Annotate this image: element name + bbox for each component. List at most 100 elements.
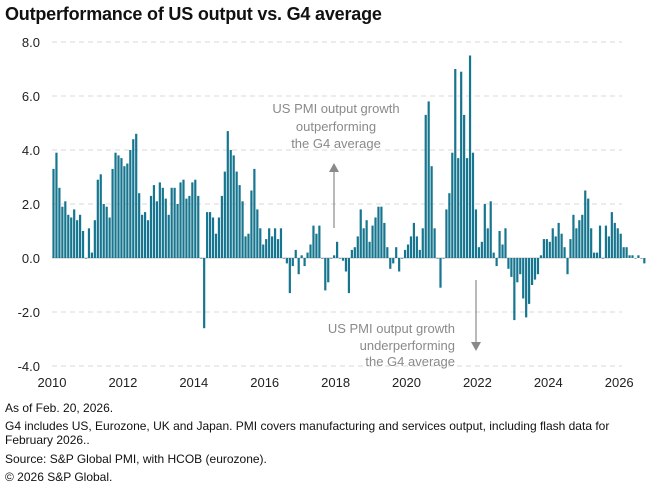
bar (161, 187, 164, 258)
bar (173, 187, 176, 258)
bar (309, 244, 312, 258)
bar (539, 255, 543, 258)
bar (383, 222, 386, 258)
bar (480, 241, 483, 258)
bar (622, 247, 625, 258)
bar (179, 182, 182, 258)
bar (625, 247, 628, 258)
y-tick-label: 4.0 (22, 143, 40, 158)
bar (276, 239, 280, 258)
bar (273, 228, 277, 258)
bar (563, 247, 566, 258)
y-tick-label: 8.0 (22, 35, 40, 50)
bar (338, 258, 342, 259)
bar (126, 163, 129, 258)
bar (90, 252, 94, 258)
bar (554, 236, 557, 258)
bar (533, 258, 537, 280)
bar (271, 236, 274, 258)
bar (52, 168, 55, 258)
bar (489, 201, 492, 258)
bar (176, 204, 179, 258)
x-tick-label: 2016 (250, 375, 279, 390)
bar (628, 255, 631, 258)
bar (58, 187, 61, 258)
bar (297, 258, 300, 275)
bar (61, 206, 64, 258)
y-tick-label: -4.0 (18, 359, 40, 374)
bar (73, 209, 76, 258)
bar (504, 228, 507, 258)
bar (507, 258, 510, 269)
bar (241, 201, 244, 258)
bar (398, 258, 401, 272)
bar (510, 258, 513, 277)
bar (640, 258, 643, 259)
bar (463, 114, 466, 259)
bar (424, 114, 427, 259)
bar (380, 206, 383, 258)
bar (229, 150, 232, 258)
bar (584, 190, 587, 258)
bar (359, 209, 362, 258)
annotation-outperforming: US PMI output growth outperforming the G4 … (272, 101, 400, 228)
bar (409, 236, 413, 258)
bar (324, 258, 327, 291)
bar (203, 258, 206, 329)
bar (386, 247, 389, 258)
bar (64, 201, 67, 258)
arrowhead-down-icon (471, 342, 481, 351)
bar (188, 195, 191, 258)
bar (285, 258, 288, 264)
bar (146, 220, 150, 258)
bar (350, 249, 353, 258)
bar (501, 244, 504, 258)
bar (158, 182, 161, 258)
bars (52, 55, 646, 329)
bar (208, 212, 212, 258)
bar (288, 258, 291, 294)
bar (141, 214, 144, 258)
bar (247, 233, 250, 258)
bar (519, 258, 522, 275)
bar (439, 258, 442, 288)
bar (631, 255, 634, 258)
bar (143, 212, 147, 258)
bar (279, 228, 283, 258)
annotation-text: the G4 average (365, 354, 455, 369)
bar (528, 258, 531, 304)
bar (436, 258, 439, 259)
bar (430, 166, 433, 258)
bar (99, 174, 102, 258)
bar (607, 236, 610, 258)
bar (259, 228, 262, 258)
bar (341, 258, 345, 261)
bar (457, 158, 460, 258)
bar (371, 225, 374, 258)
y-tick-label: 2.0 (22, 197, 40, 212)
bar (412, 222, 416, 258)
bar (468, 55, 472, 258)
bar (344, 258, 348, 272)
bar (637, 255, 640, 258)
bar (634, 258, 637, 259)
bar (418, 249, 421, 258)
bar (135, 133, 138, 258)
bar (253, 168, 256, 258)
bar (108, 217, 111, 258)
x-tick-label: 2024 (534, 375, 563, 390)
bar (545, 239, 548, 258)
bar (495, 258, 498, 267)
bar (572, 214, 575, 258)
bar (70, 217, 73, 258)
annotation-text: US PMI output growth (328, 321, 455, 336)
bar (129, 150, 132, 258)
bar (442, 258, 445, 259)
x-tick-label: 2018 (321, 375, 350, 390)
x-tick-label: 2022 (463, 375, 492, 390)
bar (400, 258, 404, 259)
x-tick-label: 2026 (605, 375, 634, 390)
bar-chart: 8.0 6.0 4.0 2.0 0.0 -2.0 -4.0 2010 2012 2014 2016… (18, 35, 646, 390)
bar (303, 258, 306, 267)
bar (613, 222, 616, 258)
